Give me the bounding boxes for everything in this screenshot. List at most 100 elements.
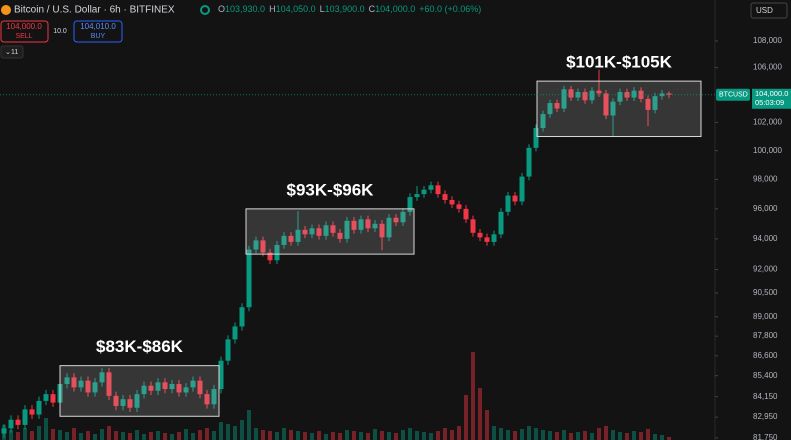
volume-bar — [555, 432, 559, 440]
candle-body — [484, 237, 490, 242]
candle-body — [652, 96, 658, 110]
volume-bar — [331, 432, 335, 440]
candle-body — [120, 399, 126, 407]
y-tick-label: 90,500 — [753, 288, 778, 297]
candle-body — [127, 399, 133, 408]
buy-button[interactable] — [73, 20, 123, 43]
candle-body — [232, 326, 238, 340]
volume-bar — [135, 430, 139, 440]
candle-body — [218, 360, 224, 390]
ohlc-change: +60.0 (+0.06%) — [419, 4, 481, 14]
candle-body — [575, 92, 581, 98]
candle-body — [267, 252, 273, 261]
candle-body — [610, 101, 616, 116]
candle-body — [645, 98, 651, 110]
volume-bar — [233, 426, 237, 440]
range-box — [59, 365, 220, 417]
volume-bar — [58, 430, 62, 440]
candle-body — [323, 225, 329, 236]
volume-bar — [310, 433, 314, 440]
y-tick-label: 100,000 — [753, 146, 782, 155]
candle-body — [442, 194, 448, 200]
candle-body — [659, 93, 665, 97]
currency-selector[interactable] — [750, 2, 788, 19]
range-label: $83K-$86K — [96, 337, 184, 356]
volume-bar — [457, 426, 461, 440]
ohlc-key: O — [218, 4, 225, 14]
volume-bar — [373, 429, 377, 440]
range-box — [536, 80, 702, 137]
candle-body — [379, 223, 385, 238]
volume-bar — [408, 428, 412, 440]
candle-body — [43, 394, 49, 401]
y-tick-label: 81,750 — [753, 433, 778, 440]
candle-body — [603, 93, 609, 116]
volume-bar — [450, 430, 454, 440]
volume-bar — [51, 429, 55, 440]
y-tick-label: 84,150 — [753, 392, 778, 401]
volume-bar — [352, 431, 356, 440]
candle-body — [113, 395, 119, 407]
volume-bar — [541, 430, 545, 440]
candle-body — [568, 89, 574, 98]
volume-bar — [128, 433, 132, 440]
range-label: $93K-$96K — [287, 180, 375, 199]
candle-body — [15, 419, 21, 425]
candle-body — [134, 394, 140, 408]
ohlc-value: 103,900.0 — [325, 4, 365, 14]
volume-bar — [163, 433, 167, 440]
candle-body — [547, 103, 553, 115]
candle-body — [582, 92, 588, 101]
candle-body — [225, 339, 231, 361]
volume-bar — [625, 433, 629, 440]
indicators-toggle[interactable] — [0, 45, 24, 59]
volume-bar — [583, 431, 587, 440]
candle-body — [554, 103, 560, 109]
y-tick-label: 108,000 — [753, 36, 782, 45]
buy-label: BUY — [91, 33, 106, 40]
range-label: $101K-$105K — [566, 53, 673, 72]
candle-body — [29, 409, 35, 415]
volume-bar — [660, 435, 664, 440]
volume-bar — [177, 432, 181, 440]
indicators-count: 11 — [11, 49, 18, 56]
volume-bar — [590, 433, 594, 440]
countdown: 05:03:09 — [755, 98, 784, 107]
volume-bar — [23, 428, 27, 440]
volume-bar — [667, 437, 671, 440]
volume-bar — [79, 433, 83, 440]
volume-bar — [275, 432, 279, 440]
volume-bar — [107, 426, 111, 440]
candle-body — [512, 195, 518, 202]
candle-body — [470, 219, 476, 233]
volume-bar — [569, 433, 573, 440]
candle-body — [22, 409, 28, 425]
y-tick-label: 85,400 — [753, 371, 778, 380]
volume-bar — [618, 432, 622, 440]
candle-body — [169, 384, 175, 390]
volume-bar — [9, 430, 13, 440]
volume-bar — [16, 432, 20, 440]
candle-body — [309, 228, 315, 235]
volume-bar — [226, 424, 230, 440]
candle-body — [365, 219, 371, 229]
volume-bar — [604, 426, 608, 440]
candle-body — [106, 372, 112, 396]
volume-bar — [415, 431, 419, 440]
candle-body — [456, 204, 462, 209]
candle-body — [148, 385, 154, 391]
volume-bar — [303, 432, 307, 440]
candle-body — [183, 387, 189, 393]
candle-body — [372, 223, 378, 229]
volume-bar — [422, 432, 426, 440]
candle-body — [176, 384, 182, 393]
sell-button[interactable] — [0, 20, 49, 43]
candle-body — [351, 220, 357, 230]
candle-body — [477, 232, 483, 238]
volume-bar — [464, 395, 468, 440]
volume-bar — [429, 433, 433, 440]
candle-body — [533, 128, 539, 148]
volume-bar — [44, 418, 48, 440]
sell-price: 104,000.0 — [6, 22, 42, 31]
